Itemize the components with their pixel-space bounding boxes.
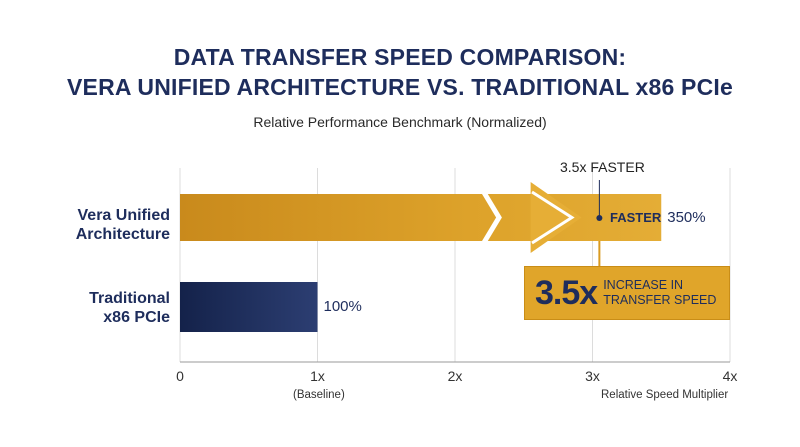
chart-title-line-1: DATA TRANSFER SPEED COMPARISON:	[173, 44, 627, 70]
chart-subtitle: Relative Performance Benchmark (Normaliz…	[253, 114, 547, 130]
x-tick-label: 1x	[310, 368, 325, 384]
baseline-label: (Baseline)	[293, 389, 345, 401]
bar-chevron-accent	[480, 188, 502, 247]
callout-text: INCREASE IN TRANSFER SPEED	[603, 278, 716, 308]
callout-text-line: TRANSFER SPEED	[603, 293, 717, 307]
bar-chevron-accent	[531, 190, 575, 245]
x-tick-label: 2x	[447, 368, 463, 384]
callout-text-line: INCREASE IN	[603, 278, 684, 292]
chart-title-line-2: VERA UNIFIED ARCHITECTURE VS. TRADITIONA…	[66, 74, 733, 100]
inline-faster-label: FASTER	[610, 210, 662, 225]
bar-traditional-x86-pcie	[180, 282, 318, 332]
value-label-pcie: 100%	[323, 298, 362, 315]
x-axis-label: Relative Speed Multiplier	[601, 389, 729, 401]
category-label-pcie: Traditional x86 PCIe	[20, 289, 170, 327]
increase-callout-box: 3.5x INCREASE IN TRANSFER SPEED	[524, 266, 730, 320]
value-label-vera: 350%	[667, 208, 706, 226]
category-label-line: Architecture	[75, 226, 170, 243]
bars	[180, 180, 662, 332]
callout-dot	[596, 215, 603, 221]
x-tick-label: 4x	[722, 368, 738, 384]
category-label-vera: Vera Unified Architecture	[20, 206, 170, 244]
category-label-line: Vera Unified	[77, 207, 170, 224]
callout-multiplier: 3.5x	[535, 273, 598, 312]
x-tick-label: 0	[176, 368, 184, 384]
category-label-line: Traditional	[89, 290, 170, 307]
bar-vera-unified-architecture	[180, 194, 662, 241]
faster-callout-label: 3.5x FASTER	[560, 159, 645, 175]
category-label-line: x86 PCIe	[103, 309, 170, 326]
x-tick-label: 3x	[585, 368, 600, 384]
